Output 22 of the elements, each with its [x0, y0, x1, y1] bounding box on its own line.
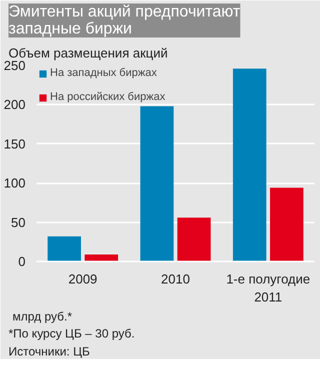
bar	[270, 188, 304, 262]
bar	[177, 218, 211, 262]
bar	[84, 254, 118, 262]
x-tick-label: 2009	[68, 272, 98, 286]
y-axis-title: млрд руб.*	[12, 310, 72, 324]
text: Источники: ЦБ	[8, 344, 90, 358]
text: *По курсу ЦБ – 30 руб.	[8, 326, 135, 340]
bar	[140, 106, 174, 262]
legend-label: На западных биржах	[50, 67, 157, 79]
y-tick-label: 100	[4, 176, 26, 191]
x-tick-label: 1-е полугодие 2011	[226, 272, 310, 304]
bar	[232, 68, 266, 262]
chart-title: Эмитенты акций предпочитают западные биржи	[8, 4, 241, 38]
y-tick-label: 200	[4, 97, 26, 112]
bar	[48, 236, 81, 262]
y-tick-label: 250	[4, 58, 26, 73]
chart-subtitle: Объем размещения акций	[8, 46, 168, 60]
x-tick-label: 2010	[161, 272, 190, 286]
y-tick-label: 150	[4, 136, 26, 152]
y-tick-label: 50	[11, 214, 26, 230]
legend-label: На российских биржах	[50, 91, 166, 103]
y-tick-label: 0	[18, 254, 26, 269]
